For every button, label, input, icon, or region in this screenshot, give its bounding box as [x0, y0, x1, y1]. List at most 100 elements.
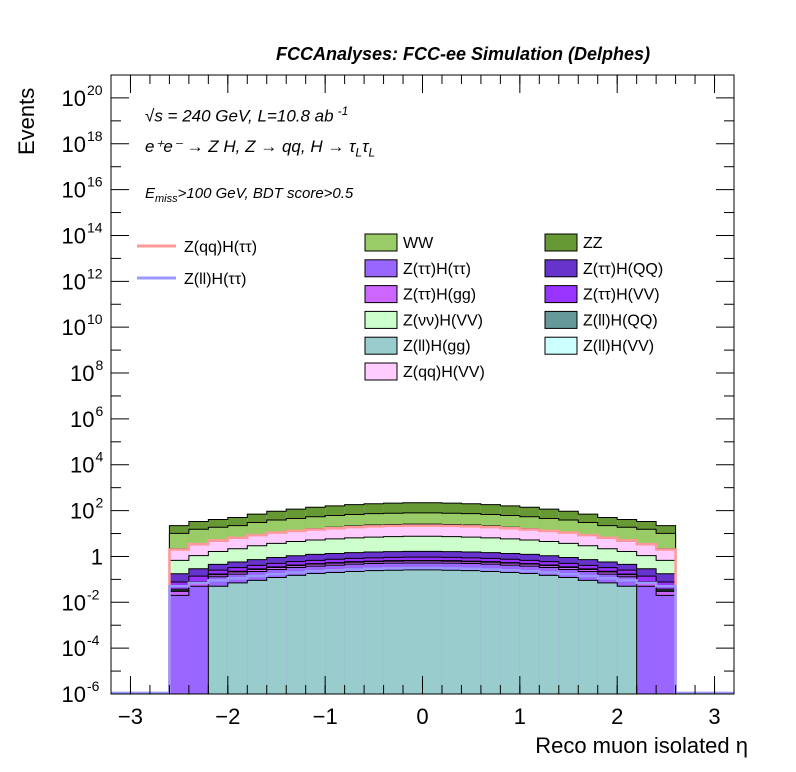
- y-tick-label: 10: [70, 499, 94, 524]
- bar-z-ll-h-gg-bin-9: [344, 571, 365, 694]
- legend-label-z-ll-h-gg: Z(ll)H(gg): [403, 338, 471, 355]
- x-tick-label: 2: [611, 704, 623, 729]
- legend-swatch-z-ll-h-vv: [544, 336, 578, 355]
- signal-layer: [111, 524, 734, 695]
- process-subscript-2: L: [368, 145, 376, 160]
- legend-swatch-zz: [544, 233, 578, 252]
- outline-z-tautau-h-tautau: [168, 562, 677, 694]
- y-tick-label: 10: [70, 361, 94, 386]
- y-tick-exponent: 8: [96, 357, 104, 373]
- cut-prefix: E: [145, 185, 156, 202]
- y-tick-label: 10: [70, 453, 94, 478]
- y-tick-label: 1: [91, 544, 103, 569]
- legend-swatch-z-ll-h-qq: [544, 310, 578, 329]
- y-tick-label: 10: [62, 132, 86, 157]
- legend-label-z-tautau-h-tautau: Z(ττ)H(ττ): [403, 261, 471, 278]
- stack-z-ll-h-gg: [169, 569, 676, 695]
- legend-swatch-ww: [364, 233, 398, 252]
- bar-z-ll-h-gg-bin-6: [286, 575, 306, 694]
- legend-label-z-tautau-h-gg: Z(ττ)H(gg): [403, 287, 476, 304]
- bar-z-ll-h-gg-bin-5: [266, 577, 287, 694]
- x-tick-label: 1: [514, 704, 526, 729]
- x-tick-label: 3: [708, 704, 720, 729]
- x-axis-label: Reco muon isolated η: [535, 733, 748, 758]
- legend-swatch-z-tautau-h-tautau: [364, 259, 398, 278]
- legend-label-z-ll-h-qq: Z(ll)H(QQ): [583, 312, 658, 329]
- bar-z-ll-h-gg-bin-14: [441, 570, 462, 694]
- page-title: FCCAnalyses: FCC-ee Simulation (Delphes): [276, 44, 651, 64]
- energy-exponent: -1: [337, 104, 349, 118]
- y-tick-exponent: -2: [87, 586, 100, 602]
- legend-swatch-z-tautau-h-gg: [364, 285, 398, 304]
- bar-z-ll-h-gg-bin-17: [500, 572, 520, 694]
- bar-z-tautau-h-tautau-bin-0: [169, 595, 189, 694]
- y-tick-exponent: 6: [96, 403, 104, 419]
- y-tick-label: 10: [62, 86, 86, 111]
- stack-layer: [168, 502, 677, 695]
- bar-z-ll-h-gg-bin-11: [383, 570, 404, 694]
- x-tick-label: −3: [118, 704, 143, 729]
- legend-swatch-z-nunu-h-vv: [364, 310, 398, 329]
- legend-layer: Z(qq)H(ττ) Z(ll)H(ττ) WW Z(ττ)H(ττ) Z(ττ)H(g…: [137, 233, 663, 381]
- legend-label-z-tautau-h-qq: Z(ττ)H(QQ): [583, 261, 663, 278]
- process-tau-2: τ: [362, 137, 369, 156]
- signal-line-z-qq-h-tautau: [111, 524, 734, 695]
- legend-label-z-tautau-h-vv: Z(ττ)H(VV): [583, 287, 660, 304]
- bar-z-ll-h-gg-bin-8: [325, 572, 345, 694]
- legend-swatch-z-tautau-h-vv: [544, 285, 578, 304]
- process-subscript-1: L: [355, 145, 363, 160]
- y-tick-label: 10: [62, 590, 86, 615]
- y-tick-exponent: 20: [87, 82, 103, 98]
- signal-line-z-ll-h-tautau: [111, 566, 734, 695]
- energy-annotation: √s = 240 GeV, L=10.8 ab -1: [145, 104, 348, 127]
- x-tick-label: 0: [416, 704, 428, 729]
- cut-annotation: Emiss>100 GeV, BDT score>0.5: [145, 185, 353, 205]
- bar-z-ll-h-gg-bin-4: [247, 580, 267, 694]
- y-tick-exponent: 12: [87, 265, 103, 281]
- tick-layer: [110, 74, 735, 695]
- energy-text: √s = 240 GeV, L=10.8 ab: [145, 106, 334, 126]
- legend-swatch-z-ll-h-gg: [364, 336, 398, 355]
- y-tick-exponent: 16: [87, 174, 103, 190]
- y-tick-label: 10: [62, 315, 86, 340]
- bar-z-tautau-h-tautau-bin-24: [636, 586, 657, 694]
- y-tick-exponent: -4: [87, 632, 100, 648]
- bar-z-ll-h-gg-bin-2: [208, 586, 228, 694]
- bar-z-ll-h-gg-bin-20: [558, 577, 579, 694]
- cut-subscript: miss: [155, 193, 178, 205]
- y-tick-exponent: -6: [87, 678, 100, 694]
- bar-z-tautau-h-tautau-bin-25: [656, 595, 676, 694]
- bar-z-ll-h-gg-bin-22: [597, 582, 618, 694]
- bar-z-tautau-h-tautau-bin-1: [188, 586, 209, 694]
- y-tick-exponent: 14: [87, 219, 103, 235]
- process-annotation: e⁺e⁻ → Z H, Z → qq, H → τLτL: [145, 137, 375, 159]
- bar-z-ll-h-gg-bin-23: [617, 586, 637, 694]
- bar-z-ll-h-gg-bin-12: [403, 569, 423, 694]
- bar-z-ll-h-gg-bin-7: [305, 573, 326, 694]
- outline-z-nunu-h-vv: [168, 535, 677, 694]
- legend-label-zz: ZZ: [583, 235, 603, 252]
- legend-label-ww: WW: [403, 235, 434, 252]
- bar-z-ll-h-gg-bin-3: [227, 582, 248, 694]
- outline-z-tautau-h-vv: [168, 556, 677, 694]
- y-tick-label: 10: [62, 269, 86, 294]
- bar-z-ll-h-gg-bin-10: [364, 570, 384, 694]
- x-tick-label: −2: [215, 704, 240, 729]
- y-tick-label: 10: [62, 636, 86, 661]
- bar-z-ll-h-gg-bin-16: [480, 571, 501, 694]
- outline-ww: [168, 512, 677, 694]
- legend-label-z-qq-h-vv: Z(qq)H(VV): [403, 364, 485, 381]
- x-tick-label: −1: [313, 704, 338, 729]
- y-tick-label: 10: [62, 178, 86, 203]
- legend-label-z-nunu-h-vv: Z(νν)H(VV): [403, 312, 483, 329]
- y-tick-exponent: 10: [87, 311, 103, 327]
- bar-z-ll-h-gg-bin-15: [461, 570, 481, 694]
- legend-swatch-z-qq-h-vv: [364, 362, 398, 381]
- y-tick-label: 10: [62, 682, 86, 707]
- cut-suffix: >100 GeV, BDT score>0.5: [177, 185, 354, 202]
- legend-label-z-qq-h-tautau: Z(qq)H(ττ): [184, 239, 257, 256]
- outline-z-ll-h-gg: [169, 569, 676, 695]
- outline-z-tautau-h-gg: [168, 560, 677, 694]
